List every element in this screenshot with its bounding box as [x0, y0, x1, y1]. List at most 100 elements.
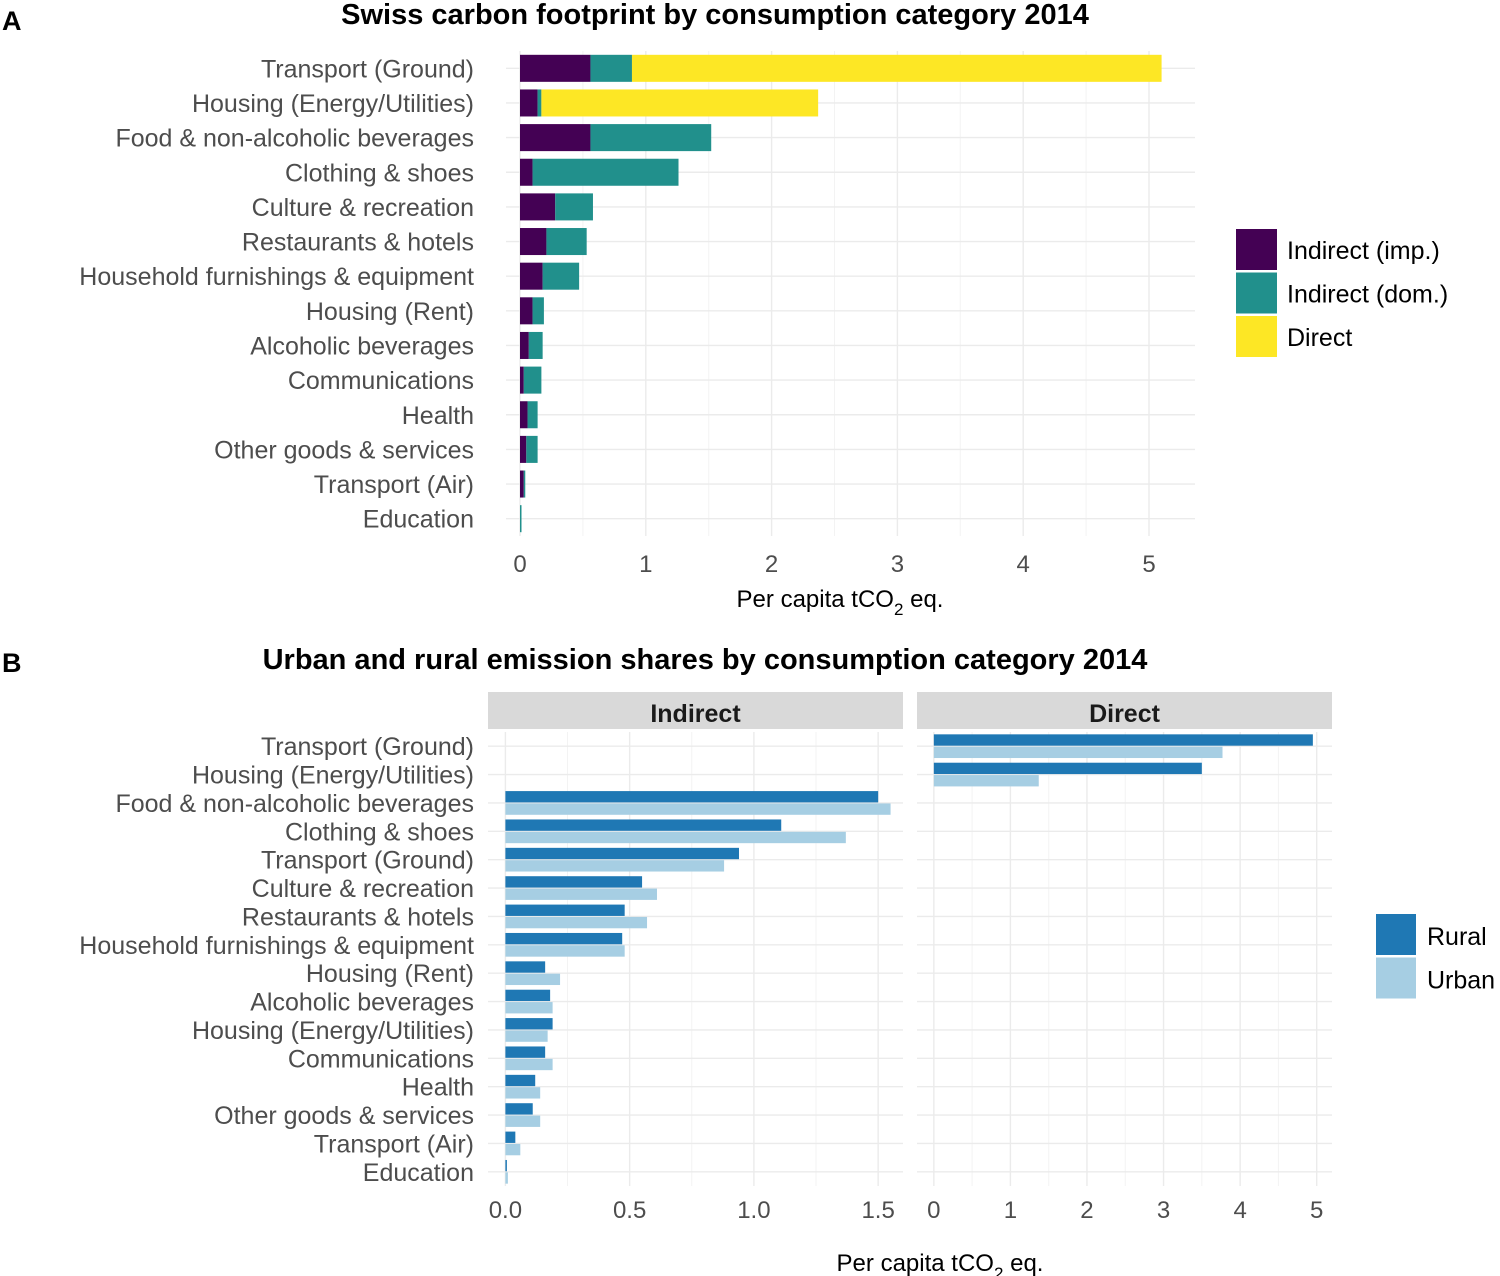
panel-b-gridlines [488, 732, 1332, 1186]
bar-indirect-communications-urban [505, 1058, 553, 1071]
bar-indirect-communications-rural [505, 1046, 546, 1058]
x-tick-label: 4 [1017, 551, 1030, 578]
bar-restaurants-hotels-indirect-dom [546, 228, 587, 256]
panel-a-legend: Indirect (imp.) Indirect (dom.) Direct [1236, 229, 1448, 357]
bar-culture-recreation-indirect-dom [555, 193, 593, 221]
bar-housing-rent-indirect-imp [520, 297, 533, 325]
category-label: Restaurants & hotels [242, 903, 474, 931]
category-label: Household furnishings & equipment [79, 932, 474, 960]
panel-b-bars [505, 734, 1313, 1184]
x-tick-label: 2 [765, 551, 778, 578]
bar-alcoholic-beverages-indirect-dom [528, 331, 543, 359]
category-label: Education [363, 1159, 474, 1187]
category-label: Clothing & shoes [285, 818, 474, 846]
panel-b-title: Urban and rural emission shares by consu… [263, 644, 1148, 676]
panel-a-letter: A [2, 6, 22, 36]
bar-indirect-food-non-alcoholic-beverages-urban [505, 803, 891, 815]
category-label: Transport (Ground) [261, 847, 474, 875]
bar-culture-recreation-indirect-imp [520, 193, 556, 221]
bar-communications-indirect-dom [523, 366, 542, 394]
category-label: Transport (Ground) [261, 733, 474, 761]
legend-label: Urban [1427, 967, 1495, 995]
panel-a-title: Swiss carbon footprint by consumption ca… [341, 0, 1089, 31]
bar-indirect-household-furnishings-equipment-rural [505, 932, 623, 945]
bar-transport-ground-indirect-imp [520, 54, 591, 82]
bar-indirect-alcoholic-beverages-urban [505, 1002, 553, 1014]
x-tick-label: 1 [639, 551, 652, 578]
bar-indirect-transport-ground-urban [505, 860, 725, 872]
bar-clothing-shoes-indirect-dom [532, 158, 679, 186]
bar-alcoholic-beverages-indirect-imp [520, 331, 529, 359]
bar-food-non-alcoholic-beverages-indirect-dom [590, 124, 712, 152]
x-tick-label: 3 [891, 551, 904, 578]
bar-transport-air-indirect-dom [523, 470, 526, 498]
bar-health-indirect-dom [527, 401, 538, 429]
bar-household-furnishings-equipment-indirect-dom [542, 262, 580, 290]
category-label: Alcoholic beverages [250, 332, 474, 360]
legend-label: Indirect (dom.) [1287, 281, 1448, 309]
panel-a-bars [520, 54, 1162, 533]
bar-direct-transport-ground-urban [933, 746, 1223, 759]
bar-direct-housing-energy-utilities-urban [933, 775, 1039, 787]
category-label: Food & non-alcoholic beverages [115, 125, 474, 153]
category-label: Housing (Energy/Utilities) [192, 762, 474, 790]
bar-housing-energy-utilities-indirect-imp [520, 89, 538, 117]
category-label: Health [402, 1074, 474, 1102]
x-tick-label: 0.5 [613, 1197, 646, 1224]
x-tick-label: 2 [1080, 1197, 1093, 1224]
legend-swatch-urban [1376, 957, 1416, 999]
legend-label: Rural [1427, 923, 1487, 951]
panel-a-x-tick-labels: 0 1 2 3 4 5 [513, 551, 1155, 578]
x-tick-label: 1.0 [737, 1197, 770, 1224]
category-label: Other goods & services [214, 436, 474, 464]
panel-a: A Swiss carbon footprint by consumption … [2, 0, 1448, 619]
facet-strip-direct [917, 692, 1332, 729]
bar-indirect-other-goods-services-urban [505, 1115, 541, 1127]
bar-restaurants-hotels-indirect-imp [520, 228, 547, 256]
category-label: Housing (Energy/Utilities) [192, 1017, 474, 1045]
category-label: Transport (Ground) [261, 55, 474, 83]
bar-indirect-restaurants-hotels-rural [505, 904, 625, 916]
panel-b-facet-strips: Indirect Direct [488, 692, 1332, 729]
bar-indirect-restaurants-hotels-urban [505, 916, 648, 929]
category-label: Food & non-alcoholic beverages [115, 790, 474, 818]
bar-indirect-transport-air-urban [505, 1143, 521, 1156]
category-label: Other goods & services [214, 1102, 474, 1130]
category-label: Clothing & shoes [285, 159, 474, 187]
bar-indirect-clothing-shoes-urban [505, 831, 846, 844]
category-label: Transport (Air) [314, 471, 474, 499]
category-label: Restaurants & hotels [242, 229, 474, 257]
x-tick-label: 5 [1310, 1197, 1323, 1224]
category-label: Education [363, 506, 474, 534]
panel-a-gridlines [506, 51, 1195, 536]
category-label: Housing (Energy/Utilities) [192, 90, 474, 118]
bar-indirect-household-furnishings-equipment-urban [505, 945, 625, 957]
legend-swatch-indirect-imp [1236, 229, 1277, 270]
bar-other-goods-services-indirect-dom [526, 435, 538, 463]
panel-b: B Urban and rural emission shares by con… [2, 644, 1495, 1276]
bar-household-furnishings-equipment-indirect-imp [520, 262, 543, 290]
legend-swatch-direct [1236, 316, 1277, 357]
x-tick-label: 3 [1157, 1197, 1170, 1224]
bar-indirect-housing-energy-utilities-urban [505, 1030, 548, 1042]
bar-indirect-alcoholic-beverages-rural [505, 989, 551, 1002]
facet-strip-indirect [488, 692, 903, 729]
legend-label: Indirect (imp.) [1287, 237, 1440, 265]
bar-health-indirect-imp [520, 401, 528, 429]
panel-b-letter: B [2, 648, 22, 678]
facet-strip-label: Direct [1089, 700, 1161, 728]
panel-a-category-labels: Transport (Ground) Housing (Energy/Utilit… [79, 55, 474, 533]
x-tick-label: 1.5 [861, 1197, 894, 1224]
bar-transport-ground-direct [631, 54, 1162, 82]
category-label: Housing (Rent) [306, 960, 474, 988]
x-tick-label: 0 [513, 551, 526, 578]
x-tick-label: 0 [927, 1197, 940, 1224]
bar-housing-energy-utilities-indirect-dom [537, 89, 542, 117]
x-tick-label: 4 [1233, 1197, 1246, 1224]
bar-communications-indirect-imp [520, 366, 524, 394]
legend-label: Direct [1287, 324, 1352, 352]
bar-clothing-shoes-indirect-imp [520, 158, 533, 186]
bar-indirect-transport-air-rural [505, 1131, 516, 1143]
legend-swatch-rural [1376, 914, 1416, 955]
